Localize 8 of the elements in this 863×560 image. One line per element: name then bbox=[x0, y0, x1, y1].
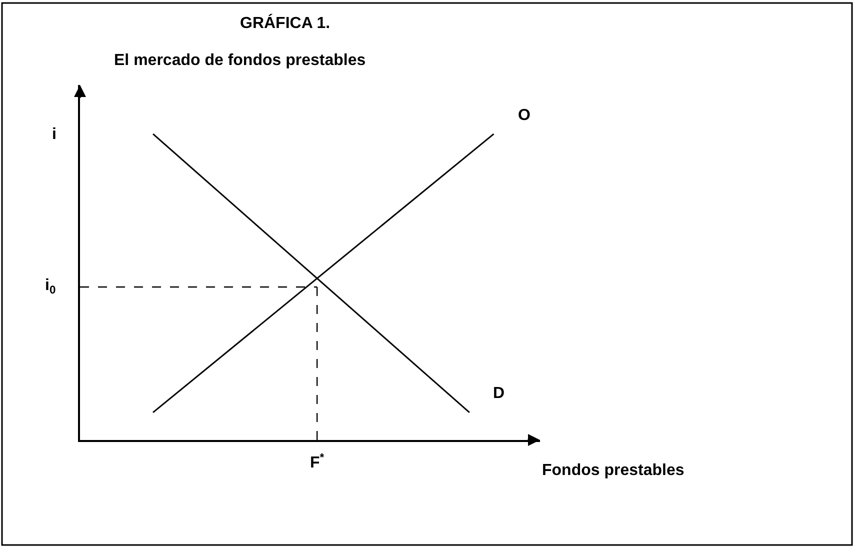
x-axis-title: Fondos prestables bbox=[542, 462, 684, 479]
text: F$^{*}$ bbox=[310, 452, 325, 472]
chart-title: GRÁFICA 1. bbox=[240, 13, 330, 32]
series-label: D bbox=[493, 385, 505, 402]
chart-subtitle: El mercado de fondos prestables bbox=[114, 52, 366, 69]
y-axis-title: i bbox=[52, 126, 56, 143]
ref-line-label: i$_{0}$ bbox=[45, 277, 56, 296]
series-label: O bbox=[518, 107, 530, 124]
